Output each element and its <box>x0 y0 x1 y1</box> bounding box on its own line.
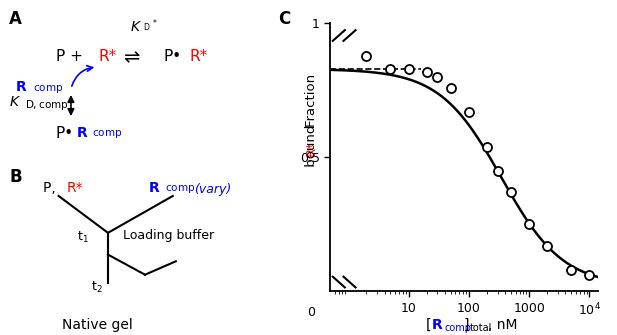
Text: comp: comp <box>444 323 471 333</box>
Text: B: B <box>9 168 22 186</box>
Text: $\mathit{K}$: $\mathit{K}$ <box>130 20 141 34</box>
Text: P•: P• <box>164 49 181 64</box>
Text: P +: P + <box>56 49 87 64</box>
Text: $\mathit{K}$: $\mathit{K}$ <box>9 95 21 110</box>
Text: total: total <box>470 323 492 333</box>
Text: $\mathbf{R}$: $\mathbf{R}$ <box>148 181 160 195</box>
Text: A: A <box>9 10 22 28</box>
Text: $\mathbf{R}$: $\mathbf{R}$ <box>15 80 28 94</box>
Text: $\mathrm{comp}$: $\mathrm{comp}$ <box>91 128 122 140</box>
Text: [: [ <box>426 318 431 332</box>
Text: R*: R* <box>190 49 208 64</box>
Text: t$_2$: t$_2$ <box>91 280 102 295</box>
Text: C: C <box>278 10 290 28</box>
Text: , nM: , nM <box>488 318 518 332</box>
Text: Native gel: Native gel <box>62 318 133 332</box>
Text: Fraction: Fraction <box>305 70 318 127</box>
Text: $\mathrm{D,comp}$: $\mathrm{D,comp}$ <box>25 98 68 112</box>
Text: 0: 0 <box>307 306 315 319</box>
Text: ⇌: ⇌ <box>123 49 140 68</box>
Text: t$_1$: t$_1$ <box>77 229 89 245</box>
Text: R: R <box>432 318 442 332</box>
Text: (vary): (vary) <box>194 183 231 196</box>
Text: P,: P, <box>43 181 60 195</box>
Text: $\mathbf{R}$: $\mathbf{R}$ <box>75 126 88 140</box>
Text: R*: R* <box>99 49 117 64</box>
Text: P•: P• <box>56 126 73 141</box>
Text: $\mathregular{_D}$: $\mathregular{_D}$ <box>143 22 151 34</box>
Text: $\mathrm{comp}$: $\mathrm{comp}$ <box>33 83 64 95</box>
Text: $\mathregular{^*}$: $\mathregular{^*}$ <box>151 18 158 28</box>
Text: $\mathrm{comp}$: $\mathrm{comp}$ <box>165 183 196 195</box>
Text: R*: R* <box>67 181 83 195</box>
Text: bound: bound <box>305 125 318 171</box>
Text: Loading buffer: Loading buffer <box>123 229 215 243</box>
Text: R*: R* <box>305 140 318 156</box>
Text: ]: ] <box>464 318 470 332</box>
FancyArrowPatch shape <box>72 66 93 86</box>
